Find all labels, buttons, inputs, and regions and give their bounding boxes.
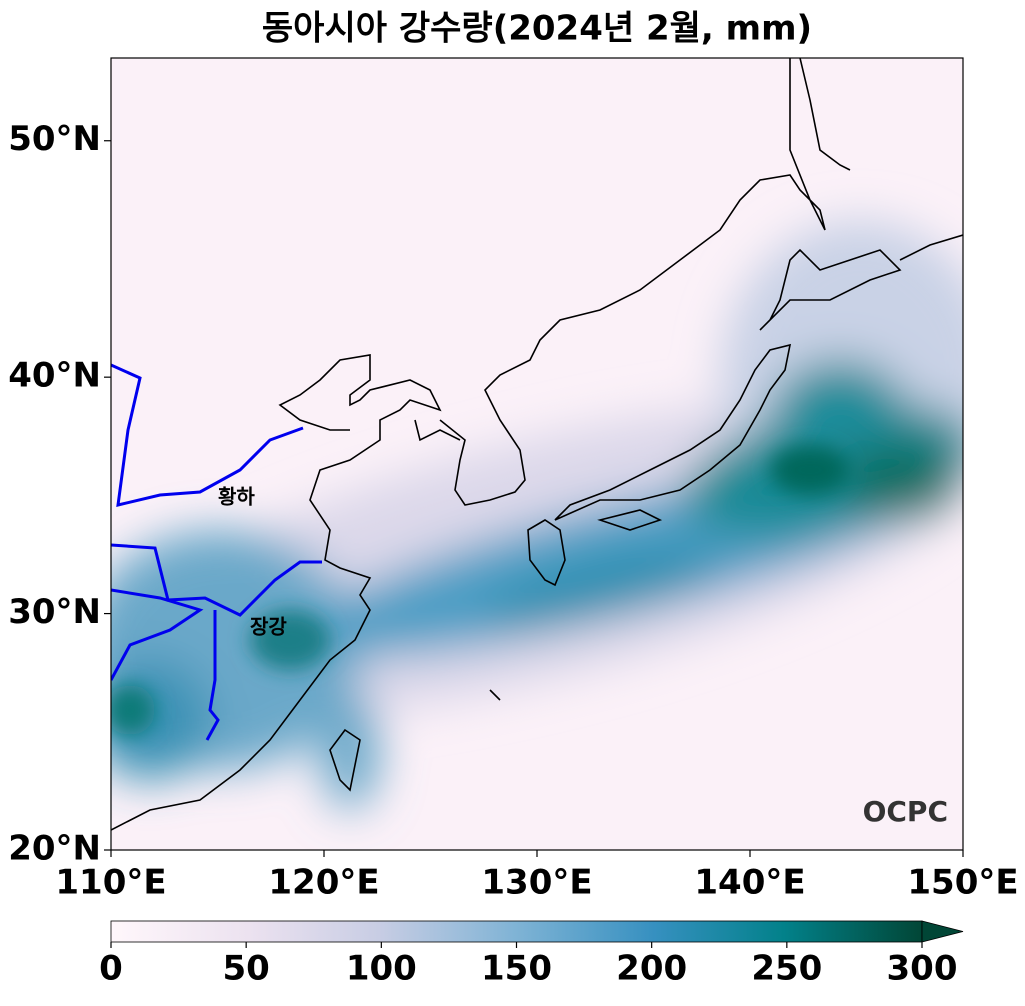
- y-tick-label: 20°N: [8, 829, 101, 869]
- colorbar: [110, 920, 923, 943]
- x-tick-label: 140°E: [694, 863, 805, 903]
- rivers: [111, 363, 322, 741]
- x-tick-label: 110°E: [55, 863, 166, 903]
- x-tick-label: 130°E: [481, 863, 592, 903]
- y-tick-label: 40°N: [8, 356, 101, 396]
- coastlines: [111, 58, 963, 831]
- x-tick-label: 120°E: [268, 863, 379, 903]
- y-tick-label: 50°N: [8, 119, 101, 159]
- title: 동아시아 강수량(2024년 2월, mm): [262, 9, 812, 49]
- y-tick-label: 30°N: [8, 592, 101, 632]
- colorbar-tick-label: 100: [346, 949, 417, 989]
- colorbar-tick-label: 150: [481, 949, 552, 989]
- colorbar-tick-label: 200: [616, 949, 687, 989]
- river-label: 황하: [218, 485, 255, 509]
- colorbar-tick-label: 0: [99, 949, 123, 989]
- colorbar-extension: [921, 920, 964, 943]
- colorbar-tick-label: 50: [223, 949, 270, 989]
- logo: OCPC: [863, 795, 948, 828]
- river-label: 장강: [250, 615, 287, 639]
- colorbar-tick-label: 250: [751, 949, 822, 989]
- colorbar-tick-label: 300: [887, 949, 958, 989]
- map-area: [111, 58, 963, 850]
- x-tick-label: 150°E: [907, 863, 1018, 903]
